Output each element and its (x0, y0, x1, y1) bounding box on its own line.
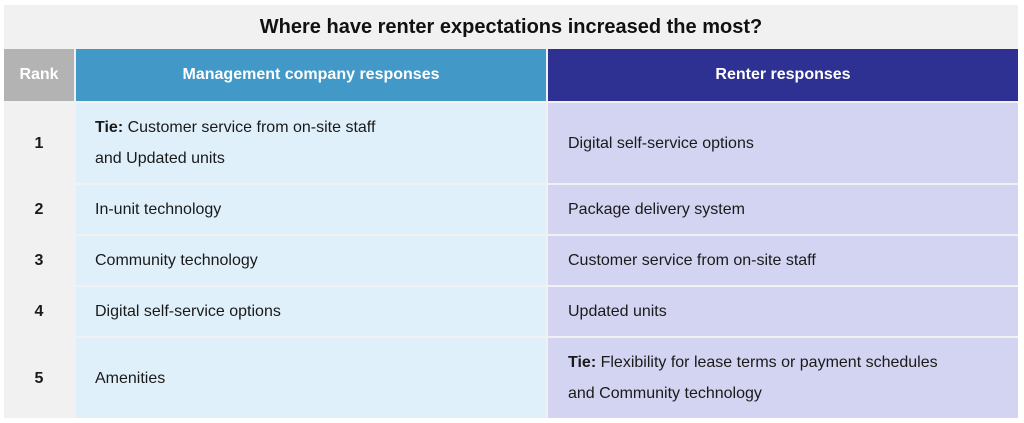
renter-cell: Tie: Flexibility for lease terms or paym… (548, 338, 1018, 418)
renter-cell: Customer service from on-site staff (548, 236, 1018, 285)
management-cell: Amenities (76, 338, 546, 418)
tie-label: Tie: (95, 119, 124, 136)
renter-column-header: Renter responses (548, 49, 1018, 101)
tie-label: Tie: (568, 354, 597, 371)
management-cell: Tie: Customer service from on-site staff… (76, 103, 546, 183)
management-text: Amenities (95, 369, 166, 387)
management-cell: In-unit technology (76, 185, 546, 234)
rank-cell: 5 (4, 338, 74, 418)
management-cell: Community technology (76, 236, 546, 285)
management-column-header: Management company responses (76, 49, 546, 101)
renter-text: Customer service from on-site staff (568, 252, 816, 269)
renter-cell: Package delivery system (548, 185, 1018, 234)
management-text: Digital self-service options (95, 303, 281, 320)
renter-cell: Digital self-service options (548, 103, 1018, 183)
renter-text: Digital self-service options (568, 134, 754, 152)
management-text: In-unit technology (95, 201, 222, 218)
renter-text: Flexibility for lease terms or payment s… (596, 354, 938, 371)
rank-cell: 1 (4, 103, 74, 183)
table-title: Where have renter expectations increased… (259, 15, 763, 38)
rank-column-header: Rank (4, 49, 74, 101)
renter-text-line2: and Community technology (568, 385, 762, 402)
management-text: Community technology (95, 252, 258, 269)
renter-text: Package delivery system (568, 201, 745, 218)
management-cell: Digital self-service options (76, 287, 546, 336)
management-text-line2: and Updated units (95, 150, 225, 167)
management-text: Customer service from on-site staff (123, 119, 376, 136)
rank-cell: 2 (4, 185, 74, 234)
ranking-table: Where have renter expectations increased… (4, 5, 1018, 418)
rank-cell: 3 (4, 236, 74, 285)
renter-cell: Updated units (548, 287, 1018, 336)
rank-cell: 4 (4, 287, 74, 336)
renter-text: Updated units (568, 303, 667, 320)
